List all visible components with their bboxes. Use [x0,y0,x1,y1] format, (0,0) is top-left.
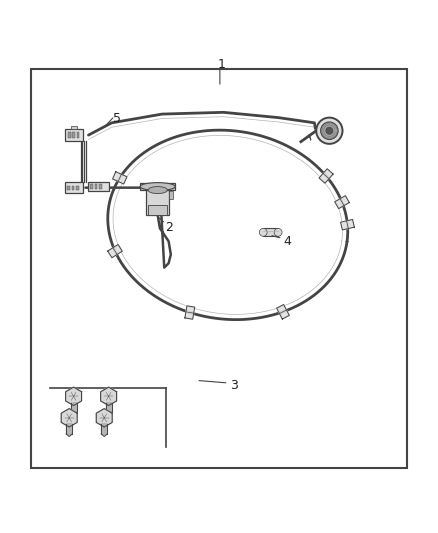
Bar [140,183,175,190]
Polygon shape [341,220,354,230]
Polygon shape [101,434,107,437]
Circle shape [67,390,80,403]
Circle shape [316,118,343,144]
Bar [88,182,109,191]
Polygon shape [319,169,333,183]
Ellipse shape [140,183,175,190]
Polygon shape [108,245,122,258]
Bar [65,182,83,193]
Polygon shape [277,304,290,319]
Polygon shape [71,413,77,415]
Bar [71,126,77,130]
Bar [99,184,102,189]
Polygon shape [66,387,81,406]
Bar [146,187,169,215]
Bar [68,133,71,138]
Text: 4: 4 [283,235,291,248]
Circle shape [321,122,338,140]
Bar [76,186,79,190]
Polygon shape [185,306,195,319]
Bar [148,205,167,215]
Bar [263,229,278,236]
Circle shape [274,229,282,236]
Circle shape [259,229,267,236]
Bar [95,184,97,189]
Polygon shape [101,424,107,434]
Text: 5: 5 [113,112,121,125]
Text: 1: 1 [217,58,225,71]
Circle shape [98,411,111,424]
Polygon shape [66,424,72,434]
Circle shape [326,127,333,134]
Polygon shape [101,387,117,406]
Circle shape [102,390,115,403]
Bar [72,186,74,190]
Polygon shape [335,196,349,208]
Bar [65,130,83,141]
Circle shape [63,411,76,424]
Bar [169,191,173,199]
Polygon shape [96,409,112,427]
Ellipse shape [148,187,167,193]
Bar [90,184,93,189]
Bar [31,69,407,468]
Polygon shape [66,434,72,437]
Text: 3: 3 [230,379,238,392]
Bar [72,133,75,138]
Polygon shape [71,403,77,413]
Polygon shape [106,413,112,415]
Bar [67,186,70,190]
Polygon shape [113,172,127,184]
Polygon shape [106,403,112,413]
Text: 2: 2 [165,221,173,233]
Polygon shape [61,409,77,427]
Bar [77,133,79,138]
